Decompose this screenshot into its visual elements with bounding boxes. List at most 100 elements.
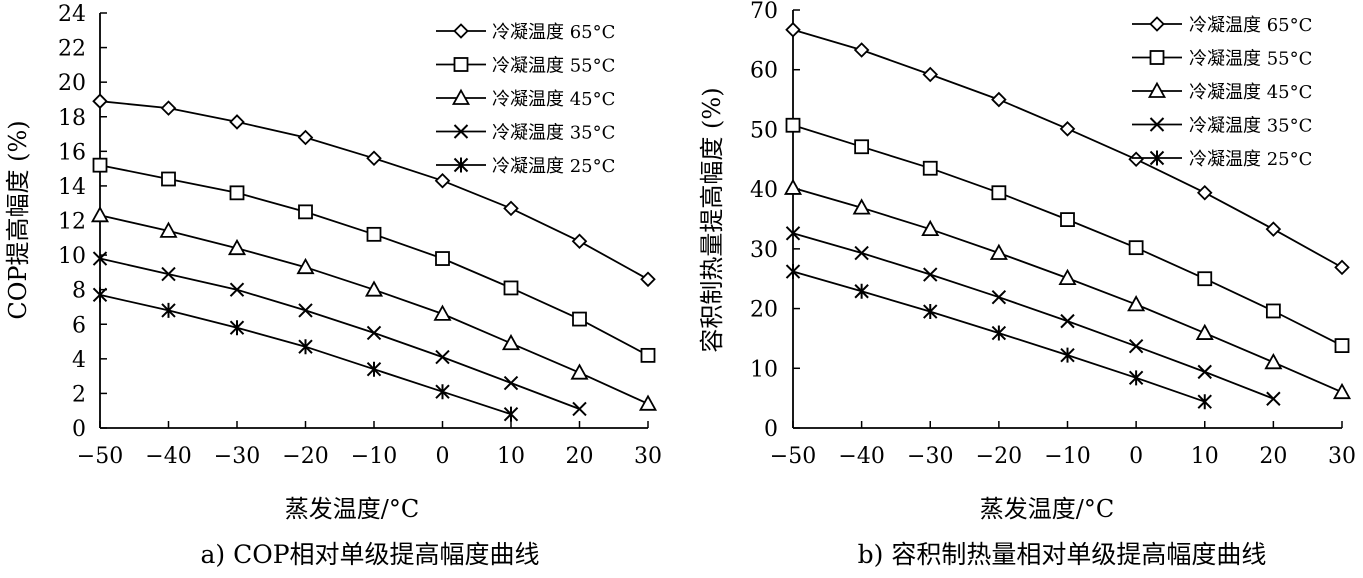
legend-entry: 冷凝温度 25°C xyxy=(1132,149,1312,170)
x-tick-label: 30 xyxy=(634,444,662,469)
data-point xyxy=(854,139,870,155)
y-tick-label: 22 xyxy=(58,37,86,62)
data-point xyxy=(1197,364,1212,380)
data-point xyxy=(92,93,108,109)
data-point xyxy=(435,251,450,266)
y-axis-label: 容积制热量提高幅度 (%) xyxy=(698,87,726,352)
series-5 xyxy=(92,287,519,422)
data-point xyxy=(785,21,801,38)
data-point xyxy=(991,290,1007,305)
data-point xyxy=(366,325,382,341)
y-tick-label: 50 xyxy=(750,118,778,143)
x-tick-label: −10 xyxy=(351,444,397,469)
x-tick-label: 10 xyxy=(1191,444,1219,469)
data-point xyxy=(989,243,1008,260)
data-point xyxy=(366,150,382,167)
x-tick-label: −50 xyxy=(77,444,123,469)
data-point xyxy=(298,339,313,355)
data-point xyxy=(1059,121,1076,137)
series-1 xyxy=(92,93,656,288)
legend-marker xyxy=(453,57,469,72)
data-point xyxy=(640,347,656,363)
x-tick-label: −10 xyxy=(1044,444,1090,469)
data-point xyxy=(503,200,519,217)
y-tick-label: 30 xyxy=(750,238,778,263)
data-point xyxy=(1265,221,1282,237)
legend-label: 冷凝温度 65°C xyxy=(492,22,615,43)
data-point xyxy=(1332,382,1352,400)
legend-label: 冷凝温度 55°C xyxy=(492,56,615,77)
data-point xyxy=(923,267,938,282)
legend-entry: 冷凝温度 35°C xyxy=(436,123,615,144)
y-tick-label: 2 xyxy=(72,382,86,407)
legend-label: 冷凝温度 35°C xyxy=(492,123,615,144)
chart-2: 0 10 20 30 40 50 60 70 −50 −40 −30 −20 −10 0 10 20 30 蒸发温… xyxy=(698,0,1356,569)
data-point xyxy=(296,257,315,275)
data-point xyxy=(1265,303,1281,319)
data-point xyxy=(229,185,245,201)
data-point xyxy=(1197,271,1213,287)
y-tick-label: 10 xyxy=(58,244,86,269)
data-point xyxy=(1196,184,1213,201)
data-point xyxy=(159,221,178,238)
legend-entry: 冷凝温度 55°C xyxy=(436,56,615,77)
y-tick-label: 0 xyxy=(764,417,778,442)
data-point xyxy=(503,280,519,296)
series-3 xyxy=(90,205,658,411)
data-point xyxy=(90,205,110,223)
y-tick-label: 0 xyxy=(72,417,86,442)
data-point xyxy=(572,311,587,327)
legend-entry: 冷凝温度 65°C xyxy=(1132,15,1312,36)
legend-marker xyxy=(451,88,471,105)
data-point xyxy=(229,282,245,297)
data-point xyxy=(852,198,871,215)
y-tick-label: 20 xyxy=(58,71,86,96)
x-axis-label: 蒸发温度/°C xyxy=(285,495,419,523)
y-tick-label: 16 xyxy=(58,140,86,165)
data-point xyxy=(1060,212,1075,227)
data-point xyxy=(640,271,656,288)
series-4 xyxy=(92,251,587,417)
data-point xyxy=(161,171,176,187)
data-point xyxy=(1197,394,1212,410)
y-tick-label: 18 xyxy=(58,106,86,131)
x-tick-label: 20 xyxy=(566,444,594,469)
data-point xyxy=(501,333,521,351)
data-point xyxy=(1264,352,1283,370)
series-4 xyxy=(785,226,1281,406)
data-point xyxy=(92,251,108,266)
x-tick-label: 0 xyxy=(1129,444,1143,469)
data-point xyxy=(435,349,450,365)
x-tick-label: −20 xyxy=(282,444,328,469)
data-point xyxy=(298,204,313,220)
data-point xyxy=(991,185,1007,201)
data-point xyxy=(1128,370,1144,386)
data-point xyxy=(854,283,869,299)
x-axis-label: 蒸发温度/°C xyxy=(980,495,1114,523)
legend-entry: 冷凝温度 45°C xyxy=(436,88,615,110)
data-point xyxy=(1266,391,1281,406)
data-point xyxy=(435,384,450,400)
data-point xyxy=(571,233,588,250)
y-tick-label: 20 xyxy=(750,298,778,323)
data-point xyxy=(161,302,176,318)
chart-caption: a) COP相对单级提高幅度曲线 xyxy=(200,540,539,569)
data-point xyxy=(229,320,245,336)
data-point xyxy=(1060,313,1075,329)
data-point xyxy=(783,178,803,195)
legend-marker xyxy=(1147,81,1167,98)
series-line xyxy=(99,257,580,410)
legend-label: 冷凝温度 65°C xyxy=(1189,15,1312,36)
data-point xyxy=(92,287,108,303)
series-line xyxy=(99,164,649,357)
x-tick-label: −30 xyxy=(214,444,260,469)
data-point xyxy=(991,91,1007,108)
data-point xyxy=(854,245,869,261)
data-point xyxy=(922,160,938,176)
legend-marker xyxy=(1149,50,1165,65)
x-tick-label: −30 xyxy=(907,444,953,469)
x-tick-label: 20 xyxy=(1259,444,1287,469)
chart-caption: b) 容积制热量相对单级提高幅度曲线 xyxy=(858,540,1267,569)
